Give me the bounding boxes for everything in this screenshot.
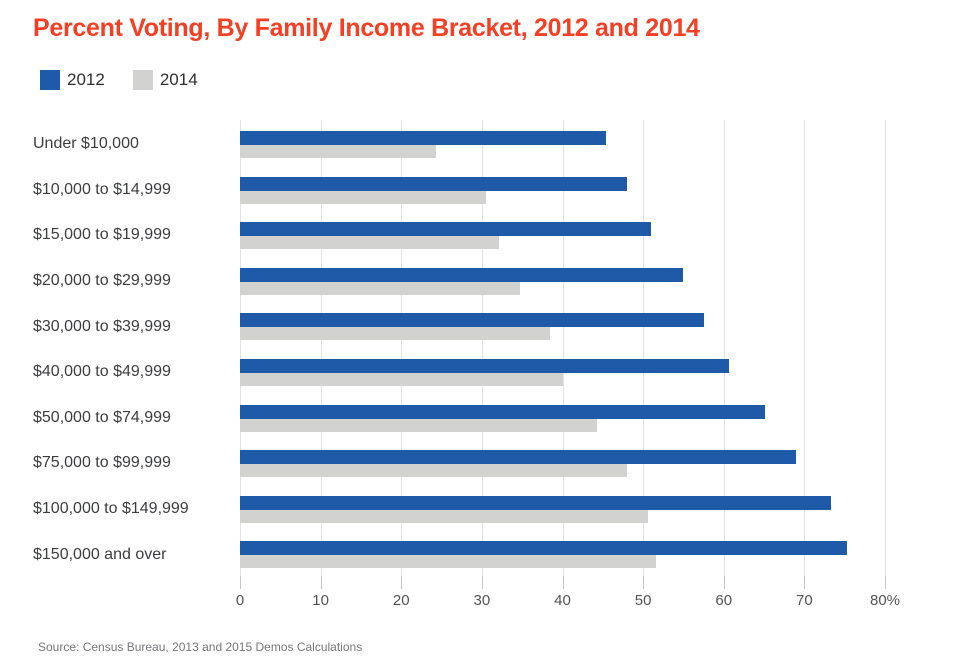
x-tick-label: 20 — [392, 592, 410, 609]
x-tick-mark — [723, 576, 725, 589]
category-label: $75,000 to $99,999 — [33, 454, 171, 472]
bar-2014 — [240, 509, 648, 523]
category-label: Under $10,000 — [33, 135, 139, 153]
bar-2014 — [240, 464, 627, 478]
category-label: $50,000 to $74,999 — [33, 408, 171, 426]
x-tick-mark — [240, 576, 241, 589]
bar-2014 — [240, 281, 520, 295]
x-tick-label: 60 — [715, 592, 733, 609]
legend-label-2012: 2012 — [67, 70, 105, 89]
gridline — [562, 120, 564, 576]
category-label: $10,000 to $14,999 — [33, 180, 171, 198]
gridline — [804, 120, 806, 576]
x-tick-mark — [481, 576, 483, 589]
x-tick-label: 50 — [634, 592, 652, 609]
x-tick-label: 30 — [473, 592, 491, 609]
legend-item-2014: 2014 — [132, 70, 198, 90]
bar-2014 — [240, 190, 486, 204]
bar-row — [240, 530, 885, 576]
bar-2012 — [240, 176, 627, 191]
x-tick-mark — [885, 576, 886, 589]
bar-row — [240, 257, 885, 303]
gridline — [643, 120, 645, 576]
bar-row — [240, 211, 885, 257]
x-tick-label: 10 — [312, 592, 329, 609]
bar-2012 — [240, 450, 796, 465]
x-tick-label: 0 — [235, 592, 245, 609]
chart-legend: 2012 2014 — [40, 70, 198, 90]
chart-title: Percent Voting, By Family Income Bracket… — [33, 14, 700, 42]
plot-area — [240, 120, 886, 576]
bar-2012 — [240, 222, 652, 237]
bar-2014 — [240, 236, 499, 250]
bar-2014 — [240, 327, 550, 341]
bar-2014 — [240, 372, 563, 386]
category-label: $30,000 to $39,999 — [33, 317, 171, 335]
category-label: $40,000 to $49,999 — [33, 363, 171, 381]
category-labels-column: Under $10,000 $10,000 to $14,999 $15,000 t… — [33, 120, 240, 576]
bar-row — [240, 302, 885, 348]
category-label: $15,000 to $19,999 — [33, 226, 171, 244]
bar-2012 — [240, 404, 765, 419]
legend-swatch-2012 — [40, 70, 60, 90]
bar-2012 — [240, 131, 607, 145]
bar-row — [240, 394, 885, 440]
bar-2014 — [240, 418, 598, 432]
bar-2014 — [240, 555, 657, 569]
category-label: $20,000 to $29,999 — [33, 272, 171, 290]
bar-2012 — [240, 495, 831, 510]
bar-2012 — [240, 313, 705, 328]
category-label: $100,000 to $149,999 — [33, 500, 189, 518]
bar-2012 — [240, 358, 729, 373]
x-tick-mark — [643, 576, 645, 589]
category-label: $150,000 and over — [33, 545, 167, 563]
source-note: Source: Census Bureau, 2013 and 2015 Dem… — [38, 640, 363, 654]
gridline — [320, 120, 322, 576]
x-tick-mark — [320, 576, 322, 589]
gridline — [240, 120, 241, 576]
bar-row — [240, 120, 885, 166]
bar-row — [240, 439, 885, 485]
bar-rows — [240, 120, 885, 576]
bar-row — [240, 166, 885, 212]
legend-item-2012: 2012 — [40, 70, 105, 90]
bar-row — [240, 485, 885, 531]
legend-label-2014: 2014 — [159, 70, 198, 89]
bar-2014 — [240, 145, 436, 158]
gridline — [401, 120, 403, 576]
gridline — [885, 120, 886, 576]
x-axis: 0 10 20 30 40 50 60 70 80% — [236, 576, 900, 616]
legend-swatch-2014 — [132, 70, 153, 90]
x-tick-mark — [562, 576, 564, 589]
x-tick-mark — [804, 576, 806, 589]
bar-2012 — [240, 541, 848, 556]
x-tick-label: 70 — [796, 592, 813, 609]
gridline — [481, 120, 483, 576]
x-tick-mark — [401, 576, 403, 589]
bar-chart: Under $10,000 $10,000 to $14,999 $15,000 t… — [33, 120, 886, 576]
bar-row — [240, 348, 885, 394]
x-tick-label: 80% — [869, 592, 901, 609]
gridline — [723, 120, 725, 576]
bar-2012 — [240, 267, 683, 282]
x-tick-label: 40 — [554, 592, 571, 609]
